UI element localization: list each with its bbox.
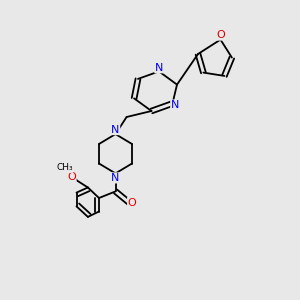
Text: O: O bbox=[67, 172, 76, 182]
Text: N: N bbox=[155, 63, 163, 73]
Text: N: N bbox=[111, 124, 120, 135]
Text: O: O bbox=[216, 30, 225, 40]
Text: N: N bbox=[111, 173, 120, 183]
Text: N: N bbox=[171, 100, 179, 110]
Text: O: O bbox=[128, 197, 136, 208]
Text: CH₃: CH₃ bbox=[56, 164, 73, 172]
